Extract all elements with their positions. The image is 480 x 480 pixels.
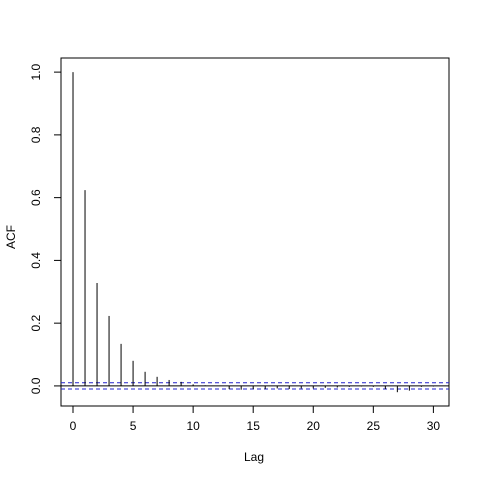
x-tick-label: 0 xyxy=(70,419,77,433)
y-tick-label: 0.0 xyxy=(29,377,43,394)
y-tick-label: 1.0 xyxy=(29,63,43,80)
y-tick-label: 0.8 xyxy=(29,126,43,143)
y-tick-label: 0.2 xyxy=(29,314,43,331)
x-tick-label: 30 xyxy=(427,419,441,433)
y-tick-label: 0.6 xyxy=(29,189,43,206)
x-tick-label: 20 xyxy=(307,419,321,433)
x-tick-label: 25 xyxy=(367,419,381,433)
x-axis-label: Lag xyxy=(244,450,264,464)
x-tick-label: 10 xyxy=(186,419,200,433)
x-tick-label: 15 xyxy=(247,419,261,433)
plot-frame xyxy=(60,57,450,407)
x-tick-label: 5 xyxy=(130,419,137,433)
y-tick-label: 0.4 xyxy=(29,252,43,269)
y-axis-label: ACF xyxy=(4,225,18,249)
